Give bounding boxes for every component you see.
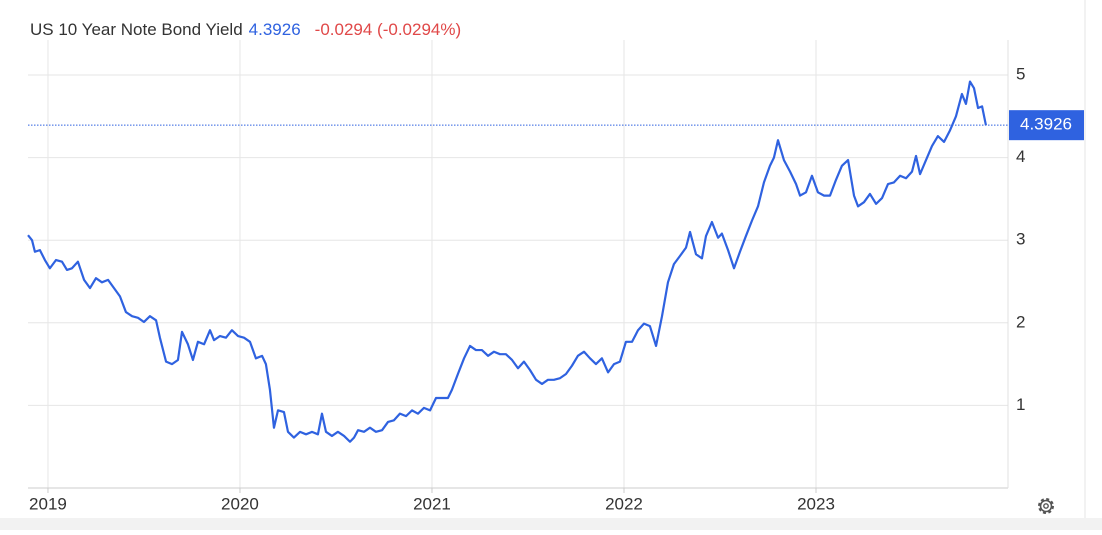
settings-icon[interactable]	[1038, 498, 1054, 514]
change: -0.0294 (-0.0294%)	[315, 20, 461, 39]
x-tick-label: 2020	[221, 494, 259, 513]
chart-title: US 10 Year Note Bond Yield 4.3926 -0.0294 …	[30, 20, 461, 39]
x-tick-label: 2022	[605, 494, 643, 513]
gear-ring	[1039, 499, 1053, 513]
x-tick-label: 2023	[797, 494, 835, 513]
y-tick-label: 4	[1016, 147, 1025, 166]
gear-teeth	[1038, 498, 1054, 514]
x-tick-label: 2021	[413, 494, 451, 513]
y-tick-label: 1	[1016, 395, 1025, 414]
y-tick-label: 5	[1016, 64, 1025, 83]
y-tick-label: 3	[1016, 230, 1025, 249]
last-value-label: 4.3926	[1020, 115, 1072, 134]
last-value-box	[1009, 110, 1084, 141]
title-text: US 10 Year Note Bond Yield	[30, 20, 243, 39]
bottom-strip	[0, 518, 1102, 530]
gear-hub	[1043, 503, 1049, 509]
x-tick-label: 2019	[29, 494, 67, 513]
line-series	[27, 80, 987, 443]
y-tick-label: 2	[1016, 312, 1025, 331]
last-value: 4.3926	[249, 20, 301, 39]
